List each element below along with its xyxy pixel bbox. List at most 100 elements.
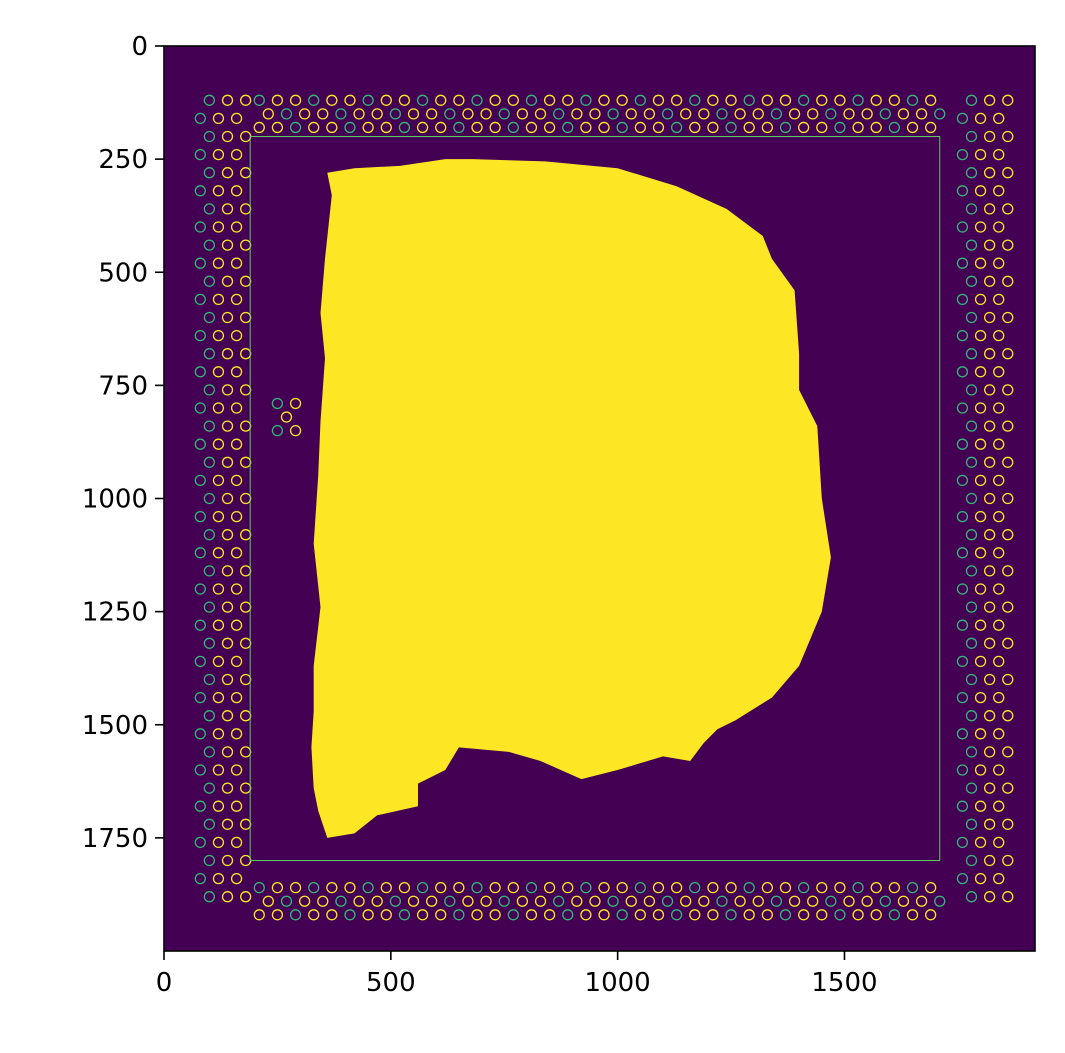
fiducial-ring bbox=[471, 882, 483, 894]
fiducial-ring bbox=[870, 121, 882, 134]
fiducial-ring bbox=[335, 895, 347, 907]
fiducial-ring bbox=[634, 882, 646, 894]
fiducial-ring bbox=[230, 728, 243, 740]
fiducial-ring bbox=[965, 167, 978, 179]
fiducial-ring bbox=[925, 121, 937, 134]
fiducial-ring bbox=[1002, 130, 1014, 143]
fiducial-ring bbox=[879, 108, 891, 120]
fiducial-ring bbox=[426, 108, 438, 120]
fiducial-ring bbox=[974, 800, 987, 812]
fiducial-ring bbox=[203, 818, 215, 830]
fiducial-ring bbox=[221, 492, 234, 505]
fiducial-ring bbox=[984, 601, 996, 613]
fiducial-ring bbox=[194, 185, 206, 197]
fiducial-ring bbox=[965, 384, 978, 396]
fiducial-ring bbox=[798, 882, 810, 894]
fiducial-ring bbox=[416, 882, 429, 894]
fiducial-ring bbox=[580, 94, 592, 106]
fiducial-ring bbox=[965, 420, 978, 432]
fiducial-ring bbox=[1002, 891, 1014, 903]
fiducial-ring bbox=[203, 384, 215, 396]
fiducial-ring bbox=[453, 121, 465, 134]
fiducial-ring bbox=[507, 882, 519, 894]
fiducial-ring bbox=[984, 167, 996, 179]
fiducial-rings bbox=[194, 94, 1014, 921]
fiducial-ring bbox=[807, 895, 819, 907]
fiducial-ring bbox=[203, 275, 215, 287]
fiducial-ring bbox=[462, 895, 474, 907]
fiducial-ring bbox=[843, 108, 855, 120]
fiducial-ring bbox=[203, 854, 215, 867]
fiducial-ring bbox=[289, 882, 302, 894]
fiducial-ring bbox=[965, 565, 978, 577]
y-tick-label: 1250 bbox=[82, 598, 148, 628]
fiducial-ring bbox=[344, 94, 356, 106]
fiducial-ring bbox=[993, 402, 1005, 414]
fiducial-ring bbox=[562, 121, 574, 134]
fiducial-ring bbox=[221, 529, 234, 541]
fiducial-ring bbox=[280, 108, 293, 120]
fiducial-ring bbox=[993, 836, 1005, 849]
fiducial-ring bbox=[398, 909, 411, 921]
fiducial-ring bbox=[956, 366, 969, 378]
fiducial-ring bbox=[194, 619, 206, 631]
fiducial-ring bbox=[652, 94, 665, 106]
fiducial-ring bbox=[743, 121, 755, 134]
fiducial-ring bbox=[516, 895, 529, 907]
fiducial-ring bbox=[194, 764, 206, 776]
fiducial-ring bbox=[1002, 420, 1014, 432]
x-tick-label: 1000 bbox=[585, 968, 651, 998]
fiducial-ring bbox=[598, 909, 610, 921]
fiducial-ring bbox=[852, 909, 864, 921]
fiducial-ring bbox=[326, 94, 338, 106]
fiducial-ring bbox=[807, 108, 819, 120]
fiducial-ring bbox=[435, 909, 447, 921]
fiducial-ring bbox=[1002, 239, 1014, 251]
fiducial-ring bbox=[965, 601, 978, 613]
fiducial-ring bbox=[734, 895, 746, 907]
fiducial-ring bbox=[353, 108, 365, 120]
fiducial-ring bbox=[289, 397, 302, 410]
fiducial-ring bbox=[280, 895, 293, 907]
fiducial-ring bbox=[906, 121, 919, 134]
fiducial-ring bbox=[956, 547, 969, 559]
plot-area bbox=[164, 46, 1035, 951]
fiducial-ring bbox=[221, 203, 234, 215]
fiducial-ring bbox=[861, 895, 873, 907]
fiducial-ring bbox=[398, 121, 411, 134]
fiducial-ring bbox=[974, 510, 987, 523]
fiducial-ring bbox=[879, 895, 891, 907]
fiducial-ring bbox=[203, 601, 215, 613]
fiducial-ring bbox=[616, 121, 628, 134]
fiducial-ring bbox=[897, 895, 910, 907]
fiducial-ring bbox=[974, 402, 987, 414]
fiducial-ring bbox=[743, 882, 755, 894]
fiducial-ring bbox=[407, 895, 420, 907]
fiducial-ring bbox=[974, 583, 987, 595]
fiducial-ring bbox=[371, 108, 383, 120]
fiducial-ring bbox=[716, 108, 728, 120]
fiducial-ring bbox=[1002, 529, 1014, 541]
fiducial-ring bbox=[956, 293, 969, 306]
fiducial-ring bbox=[203, 565, 215, 577]
fiducial-ring bbox=[984, 203, 996, 215]
fiducial-ring bbox=[230, 510, 243, 523]
fiducial-ring bbox=[212, 764, 225, 776]
fiducial-ring bbox=[230, 655, 243, 668]
fiducial-ring bbox=[993, 872, 1005, 885]
fiducial-ring bbox=[725, 94, 737, 106]
fiducial-ring bbox=[271, 397, 284, 410]
fiducial-ring bbox=[203, 239, 215, 251]
fiducial-ring bbox=[1002, 275, 1014, 287]
fiducial-ring bbox=[993, 257, 1005, 269]
fiducial-ring bbox=[888, 94, 901, 106]
fiducial-ring bbox=[212, 655, 225, 668]
fiducial-ring bbox=[221, 746, 234, 758]
fiducial-ring bbox=[489, 94, 501, 106]
x-tick-label: 500 bbox=[366, 968, 416, 998]
fiducial-ring bbox=[580, 909, 592, 921]
fiducial-ring bbox=[743, 94, 755, 106]
fiducial-ring bbox=[834, 909, 846, 921]
fiducial-ring bbox=[643, 108, 656, 120]
fiducial-ring bbox=[553, 108, 565, 120]
